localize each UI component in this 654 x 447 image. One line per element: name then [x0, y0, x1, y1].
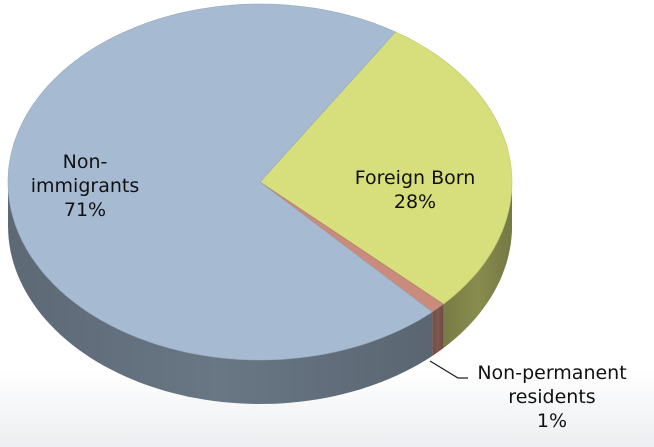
slice-label: Non-permanent residents 1%: [462, 361, 642, 433]
slice-side-shade: [443, 182, 512, 349]
value-label: 1%: [536, 410, 568, 432]
slice-label: Non-immigrants 71%: [30, 150, 140, 222]
category-label: Non-permanent residents: [477, 362, 627, 408]
slice-side-shade: [8, 182, 433, 404]
value-label: 28%: [393, 191, 437, 213]
category-label: Foreign Born: [354, 167, 476, 189]
category-label: Non-immigrants: [30, 151, 140, 197]
pie-sides: [8, 182, 512, 404]
slice: [259, 31, 513, 305]
value-label: 71%: [63, 199, 107, 221]
slice: [7, 3, 433, 361]
slice-label: Foreign Born 28%: [335, 166, 495, 214]
pie-tops: [7, 3, 513, 361]
leader-line: [429, 360, 468, 379]
slice-side-shade: [432, 304, 444, 356]
